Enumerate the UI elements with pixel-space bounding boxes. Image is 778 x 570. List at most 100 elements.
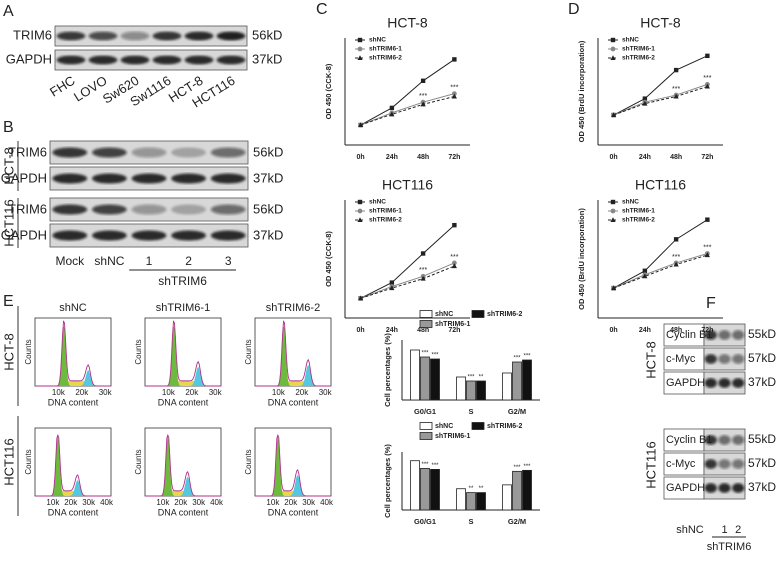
x-tick-label: G0/G1 (414, 407, 436, 416)
column-title: shTRIM6-1 (156, 302, 210, 314)
annotation: *** (419, 267, 427, 274)
histogram-outline (255, 320, 331, 387)
marker (642, 273, 648, 279)
marker (610, 217, 616, 222)
x-axis-label: DNA content (48, 507, 99, 517)
x-tick-label: G2/M (508, 517, 526, 526)
x-tick-label: 24h (386, 327, 398, 334)
x-tick-label: S (468, 517, 473, 526)
annotation: *** (421, 462, 429, 468)
size-label: 56kD (252, 27, 282, 42)
lane-group-label: shTRIM6 (158, 274, 207, 288)
blot-band (56, 31, 86, 41)
marker (610, 46, 616, 52)
legend-label: shNC (622, 37, 639, 44)
legend-label: shTRIM6-1 (622, 208, 655, 215)
series-line (613, 55, 708, 116)
bar (420, 356, 430, 401)
group-label: HCT116 (1, 199, 16, 246)
x-tick-label: 0h (357, 327, 365, 334)
sphase-area (145, 380, 221, 386)
marker (389, 285, 395, 291)
x-tick-label: 20k (284, 498, 298, 507)
annotation: *** (523, 354, 531, 360)
lane-label: shNC (676, 524, 704, 536)
marker (610, 37, 616, 43)
bar (420, 468, 430, 511)
size-label: 37kD (748, 375, 776, 389)
histogram-frame (254, 317, 332, 387)
blot-band (718, 435, 731, 445)
marker (420, 251, 426, 256)
marker (420, 275, 426, 281)
series-line (613, 86, 708, 116)
marker (357, 217, 363, 222)
marker (642, 268, 648, 273)
marker (642, 96, 648, 101)
annotation: *** (703, 244, 711, 251)
blot-band (91, 230, 127, 241)
blot-band (216, 55, 246, 65)
series-line (613, 83, 708, 116)
y-axis-label: Counts (244, 449, 253, 474)
blot-band (56, 55, 86, 65)
bar (456, 376, 466, 401)
legend-label: shTRIM6-2 (369, 217, 402, 224)
y-axis-label: Counts (134, 449, 143, 474)
blot-band (210, 230, 246, 241)
annotation: *** (450, 254, 458, 261)
legend-label: shTRIM6-1 (435, 321, 471, 328)
marker (610, 199, 616, 205)
blot-band (131, 147, 167, 158)
bar (430, 358, 440, 401)
marker (357, 199, 363, 205)
legend-label: shTRIM6-1 (622, 46, 655, 53)
x-tick-label: 30k (82, 498, 96, 507)
blot-band (718, 354, 731, 364)
x-tick-label: 72h (448, 154, 460, 161)
marker (357, 46, 363, 52)
x-tick-label: 30k (319, 388, 333, 397)
x-tick-label: 72h (701, 327, 713, 334)
x-tick-label: 24h (386, 154, 398, 161)
blot-band (171, 173, 207, 184)
x-tick-label: S (468, 407, 473, 416)
x-tick-label: 10k (46, 498, 60, 507)
blot-band (732, 354, 745, 364)
blot-band (704, 435, 717, 445)
histogram-frame (34, 427, 112, 497)
panel-letter: B (3, 119, 14, 136)
blot-band (184, 31, 214, 41)
bar (522, 469, 532, 511)
annotation: *** (419, 93, 427, 100)
blot-band (120, 55, 150, 65)
legend-label: shTRIM6-1 (369, 46, 402, 53)
legend-label: shTRIM6-2 (622, 55, 655, 62)
histogram-outline (255, 433, 331, 497)
annotation: ** (479, 486, 484, 492)
blot-band (52, 147, 88, 158)
g1-peak (35, 435, 111, 496)
x-tick-label: 0h (610, 327, 618, 334)
lane-label: 1 (721, 524, 727, 536)
annotation: *** (467, 375, 475, 381)
x-tick-label: 20k (64, 498, 78, 507)
y-axis-label: Counts (24, 449, 33, 474)
g2-peak (255, 474, 331, 496)
blot-band (718, 459, 731, 469)
blot-band (732, 330, 745, 340)
marker (452, 222, 457, 228)
series-line (613, 253, 708, 289)
marker (357, 37, 363, 43)
size-label: 37kD (253, 170, 283, 185)
marker (704, 252, 710, 258)
bar (476, 492, 486, 511)
blot-band (88, 55, 118, 65)
annotation: *** (450, 84, 458, 91)
blot-band (52, 230, 88, 241)
band-label: GAPDH (6, 51, 52, 66)
annotation: *** (523, 464, 531, 470)
bar (430, 468, 440, 511)
marker (673, 93, 679, 99)
